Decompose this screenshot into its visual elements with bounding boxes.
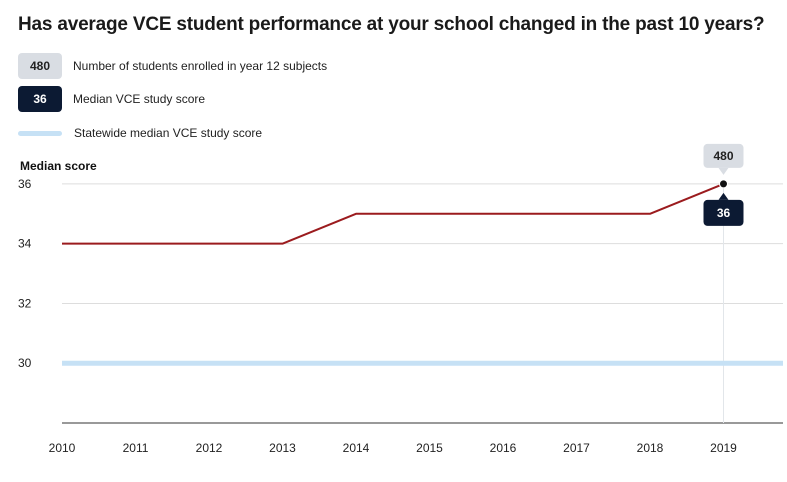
x-tick-label: 2013 <box>269 441 296 455</box>
callout-students-pointer <box>718 167 729 175</box>
callout-students-value: 480 <box>713 149 733 163</box>
x-tick-label: 2011 <box>123 441 149 455</box>
students-count-label: Number of students enrolled in year 12 s… <box>73 59 328 73</box>
highlight-point <box>719 179 728 189</box>
legend-median-score: 36 Median VCE study score <box>18 86 205 112</box>
x-tick-label: 2015 <box>416 441 443 455</box>
callout-median-value: 36 <box>717 206 731 220</box>
statewide-label: Statewide median VCE study score <box>74 126 263 140</box>
y-tick-label: 34 <box>18 237 32 251</box>
x-tick-label: 2017 <box>563 441 590 455</box>
x-tick-label: 2016 <box>490 441 517 455</box>
x-tick-label: 2010 <box>49 441 76 455</box>
statewide-line-swatch <box>18 130 62 136</box>
x-tick-label: 2018 <box>637 441 664 455</box>
callout-students-box <box>703 143 744 168</box>
chart-title: Has average VCE student performance at y… <box>18 14 765 35</box>
y-tick-label: 32 <box>18 296 32 310</box>
median-series-line <box>62 182 724 245</box>
callout-median-pointer <box>718 192 729 200</box>
median-score-label: Median VCE study score <box>73 92 206 106</box>
x-tick-label: 2014 <box>343 441 370 455</box>
x-tick-label: 2019 <box>710 441 737 455</box>
x-tick-label: 2012 <box>196 441 223 455</box>
legend-students-enrolled: 480 Number of students enrolled in year … <box>18 53 327 79</box>
callout-median-box <box>703 199 744 226</box>
y-axis-title: Median score <box>20 159 97 173</box>
students-count-badge: 480 <box>18 53 62 79</box>
y-tick-label: 30 <box>18 356 32 370</box>
median-score-badge: 36 <box>18 86 62 112</box>
y-tick-label: 36 <box>18 177 32 191</box>
legend-statewide: Statewide median VCE study score <box>18 126 262 140</box>
